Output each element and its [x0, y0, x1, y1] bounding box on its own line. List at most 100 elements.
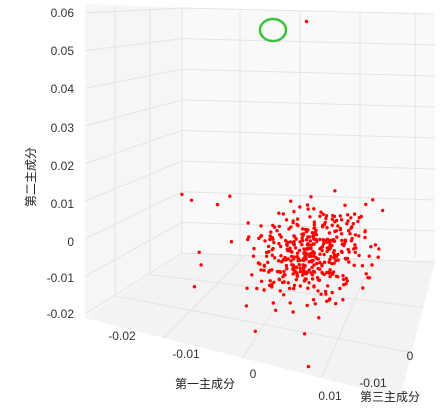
data-point — [275, 269, 280, 274]
data-point — [322, 272, 326, 277]
data-point — [320, 245, 325, 249]
data-point — [279, 244, 283, 249]
data-point — [268, 237, 272, 242]
data-point — [298, 205, 302, 209]
data-point — [291, 310, 295, 314]
data-point — [247, 235, 251, 239]
y-tick-label: 0.01 — [51, 197, 75, 211]
data-point — [376, 255, 380, 259]
data-point — [315, 261, 319, 266]
data-point — [304, 19, 309, 24]
grid-line — [84, 252, 183, 315]
data-point — [328, 241, 332, 245]
data-point — [325, 299, 329, 303]
data-point — [314, 255, 318, 259]
grid-line — [163, 254, 246, 339]
data-point — [307, 281, 311, 285]
data-point — [325, 246, 329, 250]
data-point — [330, 271, 335, 275]
data-point — [289, 259, 293, 263]
data-point — [313, 302, 317, 306]
data-point — [302, 332, 307, 336]
data-point — [295, 272, 299, 277]
data-point — [345, 256, 350, 261]
data-point — [271, 301, 275, 305]
data-point — [352, 247, 356, 251]
data-point — [270, 268, 274, 272]
data-point — [305, 303, 309, 308]
data-point — [364, 202, 368, 207]
data-point — [295, 217, 300, 221]
data-point — [330, 217, 334, 221]
data-point — [318, 247, 322, 251]
data-point — [311, 249, 315, 254]
data-point — [322, 260, 327, 264]
data-point — [301, 239, 305, 243]
data-point — [318, 252, 322, 256]
data-point — [270, 236, 275, 240]
data-point — [284, 218, 289, 222]
data-point — [311, 269, 316, 274]
data-point — [306, 286, 310, 290]
data-point — [338, 214, 342, 218]
data-point — [286, 240, 290, 244]
data-point — [308, 239, 313, 243]
data-point — [295, 222, 299, 227]
data-point — [262, 268, 266, 273]
data-point — [305, 238, 309, 242]
data-point — [327, 271, 332, 275]
data-point — [291, 267, 295, 271]
data-point — [281, 258, 285, 262]
grid-line — [181, 130, 436, 139]
data-point — [292, 241, 296, 245]
data-point — [270, 248, 274, 252]
data-point — [320, 225, 325, 229]
data-point — [319, 210, 323, 214]
data-point — [309, 251, 313, 256]
grid-line — [117, 295, 412, 354]
data-point — [363, 235, 367, 240]
data-point — [348, 232, 352, 236]
data-point — [291, 286, 296, 291]
data-point — [332, 253, 337, 257]
data-point — [297, 248, 302, 253]
data-point — [322, 252, 326, 257]
data-point — [331, 214, 335, 218]
data-point — [292, 283, 297, 288]
grid-line — [84, 7, 183, 14]
data-point — [281, 212, 285, 216]
data-point — [180, 192, 184, 197]
y-tick-label: 0.06 — [51, 6, 75, 20]
data-point — [282, 269, 286, 274]
data-point — [340, 250, 344, 255]
data-point — [291, 219, 295, 223]
data-point — [256, 261, 261, 265]
data-point — [288, 246, 292, 250]
grid-line — [84, 68, 183, 89]
data-point — [366, 275, 370, 280]
data-point — [305, 203, 310, 207]
outlier-highlight-circle — [258, 17, 288, 43]
data-point — [301, 266, 306, 270]
grid-line — [84, 160, 183, 202]
data-point — [311, 234, 316, 238]
y-tick-label: -0.01 — [47, 271, 75, 285]
data-point — [253, 329, 257, 333]
data-point — [294, 278, 299, 282]
data-point — [292, 209, 296, 214]
data-point — [341, 274, 345, 278]
data-point — [246, 237, 250, 242]
x-tick-label: 0 — [250, 367, 257, 381]
data-point — [332, 249, 336, 253]
data-point — [334, 274, 339, 278]
data-point — [338, 286, 342, 291]
data-point — [334, 258, 338, 263]
data-point — [192, 285, 197, 289]
data-point — [373, 243, 378, 247]
data-point — [303, 255, 307, 259]
data-point — [325, 240, 329, 244]
data-point — [268, 279, 272, 283]
data-point — [306, 207, 310, 211]
data-point — [301, 263, 305, 267]
